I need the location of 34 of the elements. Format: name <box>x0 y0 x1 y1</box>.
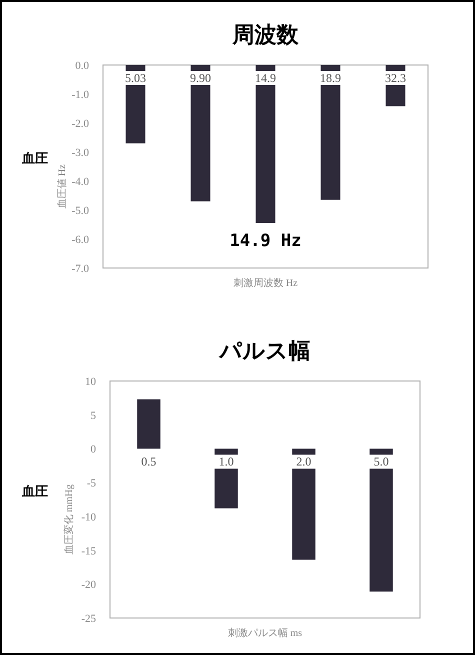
y-tick-label: -6.0 <box>72 234 90 246</box>
y-tick-label: -2.0 <box>72 118 90 130</box>
x-tick-label: 5.0 <box>374 454 389 469</box>
y-tick-label: -20 <box>81 579 96 592</box>
y-tick-label: 0 <box>90 444 96 456</box>
y-tick-label: -5 <box>86 478 96 490</box>
text: 血圧 <box>21 484 48 500</box>
x-tick-label: 14.9 <box>255 71 276 85</box>
y-axis-title: 血圧変化 mmHg <box>63 484 75 555</box>
y-tick-label: -4.0 <box>72 176 90 188</box>
y-tick-label: -1.0 <box>72 89 90 101</box>
x-axis-title: 刺激パルス幅 ms <box>228 627 302 639</box>
y-tick-label: -10 <box>81 511 96 524</box>
x-axis-title: 刺激周波数 Hz <box>233 277 298 289</box>
y-tick-label: -25 <box>81 613 96 625</box>
y-tick-label: -3.0 <box>72 147 90 159</box>
y-tick-label: -5.0 <box>72 205 90 217</box>
chart-title: パルス幅 <box>218 339 310 364</box>
chart-title: 周波数 <box>232 23 300 48</box>
x-tick-label: 2.0 <box>296 454 312 469</box>
y-tick-label: -7.0 <box>72 263 90 275</box>
x-tick-label: 1.0 <box>218 454 234 469</box>
y-tick-label: 0.0 <box>75 60 90 72</box>
x-tick-label: 0.5 <box>141 454 156 469</box>
y-tick-label: 10 <box>85 376 96 388</box>
x-tick-label: 5.03 <box>125 71 146 85</box>
x-tick-label: 18.9 <box>320 71 341 85</box>
y-axis-title: 血圧値 Hz <box>56 164 68 209</box>
x-tick-label: 9.90 <box>190 71 211 85</box>
text: 血圧 <box>21 152 48 166</box>
x-tick-label: 32.3 <box>385 71 406 85</box>
annotation: 14.9 Hz <box>230 231 302 251</box>
y-tick-label: 5 <box>90 410 96 422</box>
y-tick-label: -15 <box>81 545 96 558</box>
